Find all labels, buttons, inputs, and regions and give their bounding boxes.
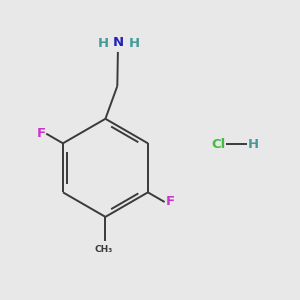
Text: H: H xyxy=(129,37,140,50)
Text: Cl: Cl xyxy=(211,138,226,151)
Text: CH₃: CH₃ xyxy=(95,245,113,254)
Text: F: F xyxy=(165,195,175,208)
Text: N: N xyxy=(113,36,124,49)
Text: F: F xyxy=(36,127,45,140)
Text: H: H xyxy=(98,37,109,50)
Text: H: H xyxy=(248,138,259,151)
